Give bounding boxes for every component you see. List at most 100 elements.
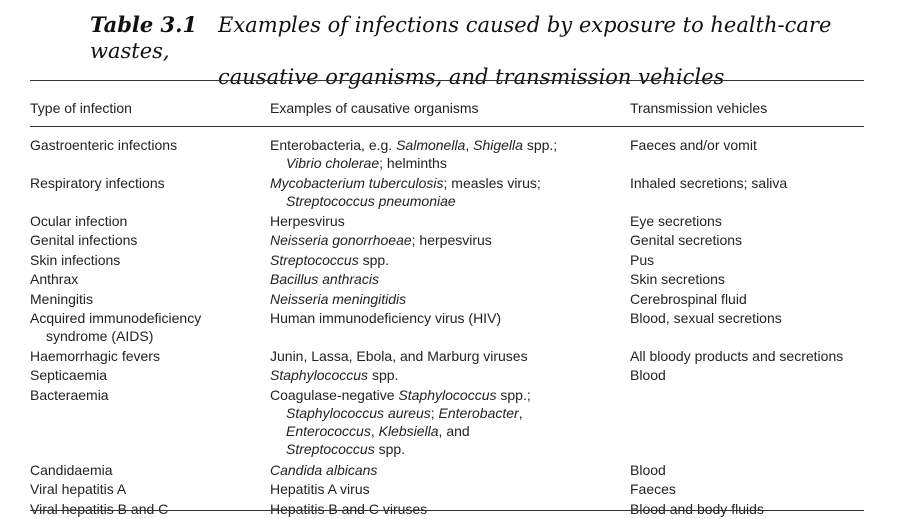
cell-line: Enterococcus, Klebsiella, and [270,422,620,440]
cell-causative-organisms: Neisseria meningitidis [270,290,620,308]
cell-line: Junin, Lassa, Ebola, and Marburg viruses [270,347,620,365]
cell-text: ; herpesvirus [411,232,492,249]
cell-causative-organisms: Streptococcus spp. [270,251,620,269]
cell-line: Neisseria meningitidis [270,290,620,308]
cell-causative-organisms: Mycobacterium tuberculosis; measles viru… [270,174,620,210]
cell-line: Enterobacteria, e.g. Salmonella, Shigell… [270,136,620,154]
cell-causative-organisms: Junin, Lassa, Ebola, and Marburg viruses [270,347,620,365]
organism-name: Vibrio cholerae [286,155,380,171]
cell-text: Cerebrospinal fluid [630,290,747,307]
cell-type-of-infection: Haemorrhagic fevers [30,347,260,365]
organism-name: Enterobacter [438,404,519,421]
organism-name: Staphylococcus [270,367,369,384]
cell-causative-organisms: Herpesvirus [270,212,620,230]
cell-text: Blood [630,367,666,384]
cell-text: Eye secretions [630,212,722,229]
header-transmission-vehicles: Transmission vehicles [630,100,768,116]
cell-text: spp. [374,440,406,457]
cell-text: Gastroenteric infections [30,137,178,153]
organism-name: Neisseria gonorrhoeae [270,232,412,249]
cell-transmission-vehicles: Faeces [630,480,890,498]
cell-line: Herpesvirus [270,212,620,230]
table-caption: Table 3.1 Examples of infections caused b… [90,12,880,90]
cell-text: Enterobacteria, e.g. [270,137,397,153]
cell-transmission-vehicles: Blood, sexual secretions [630,309,890,327]
cell-line: Neisseria gonorrhoeae; herpesvirus [270,231,620,249]
cell-causative-organisms: Coagulase-negative Staphylococcus spp.; S… [270,386,620,458]
cell-text: ; [430,404,439,421]
cell-transmission-vehicles: Blood and body fluids [630,500,890,518]
cell-transmission-vehicles: Pus [630,251,890,269]
cell-text: All bloody products and secretions [630,347,844,364]
organism-name: Streptococcus [286,440,375,457]
cell-type-of-infection: Acquired immunodeficiency syndrome (AIDS) [30,309,260,345]
organism-name: Streptococcus pneumoniae [286,192,456,209]
cell-transmission-vehicles: Inhaled secretions; saliva [630,174,890,192]
cell-text: spp. [358,251,390,268]
cell-type-of-infection: Genital infections [30,231,260,249]
cell-text: Junin, Lassa, Ebola, and Marburg viruses [270,347,528,364]
cell-line: Streptococcus pneumoniae [270,192,620,210]
cell-line: Mycobacterium tuberculosis; measles viru… [270,174,620,192]
cell-transmission-vehicles: Cerebrospinal fluid [630,290,890,308]
cell-transmission-vehicles: Blood [630,366,890,384]
organism-name: Shigella [473,137,523,153]
organism-name: Mycobacterium tuberculosis [270,174,444,191]
cell-line: Coagulase-negative Staphylococcus spp.; [270,386,620,404]
cell-text: Septicaemia [30,367,108,384]
cell-causative-organisms: Hepatitis A virus [270,480,620,498]
cell-text: Skin secretions [630,271,725,288]
cell-line: Hepatitis B and C viruses [270,500,620,518]
cell-line: Streptococcus spp. [270,440,620,458]
cell-line: Bacillus anthracis [270,270,620,288]
organism-name: Bacillus anthracis [270,271,379,288]
cell-transmission-vehicles: Genital secretions [630,231,890,249]
cell-text: , [465,137,474,153]
cell-type-of-infection: Candidaemia [30,461,260,479]
cell-text: Herpesvirus [270,212,345,229]
cell-line: Staphylococcus spp. [270,366,620,384]
cell-transmission-vehicles: Faeces and/or vomit [630,136,890,154]
cell-type-of-infection: Skin infections [30,251,260,269]
cell-text: Human immunodeficiency virus (HIV) [270,310,502,327]
cell-type-of-infection: Septicaemia [30,366,260,384]
cell-text: Pus [630,251,655,268]
cell-line: Staphylococcus aureus; Enterobacter, [270,404,620,422]
cell-text: Blood, sexual secretions [630,310,782,327]
cell-text: Acquired immunodeficiency [30,310,202,327]
cell-text: Faeces and/or vomit [630,137,757,153]
organism-name: Streptococcus [270,251,359,268]
cell-causative-organisms: Candida albicans [270,461,620,479]
cell-text: Anthrax [30,271,79,288]
cell-type-of-infection: Anthrax [30,270,260,288]
cell-transmission-vehicles: Blood [630,461,890,479]
cell-text: Genital infections [30,232,138,249]
organism-name: Staphylococcus aureus [286,404,431,421]
cell-text: syndrome (AIDS) [46,328,154,345]
organism-name: Staphylococcus [398,386,497,403]
cell-line: Candida albicans [270,461,620,479]
cell-causative-organisms: Staphylococcus spp. [270,366,620,384]
cell-text: , [370,422,379,439]
cell-text: Faeces [630,481,676,498]
cell-causative-organisms: Neisseria gonorrhoeae; herpesvirus [270,231,620,249]
cell-text: Respiratory infections [30,174,165,191]
cell-text: ; measles virus; [443,174,541,191]
cell-causative-organisms: Enterobacteria, e.g. Salmonella, Shigell… [270,136,620,172]
cell-text: Hepatitis B and C viruses [270,500,428,517]
top-rule [30,80,864,81]
header-type-of-infection: Type of infection [30,100,132,116]
cell-text: Ocular infection [30,212,128,229]
cell-line: Human immunodeficiency virus (HIV) [270,309,620,327]
cell-text: Inhaled secretions; saliva [630,174,788,191]
cell-text: Hepatitis A virus [270,481,370,498]
bottom-rule [30,510,864,511]
cell-text: , [518,404,523,421]
cell-type-of-infection: Respiratory infections [30,174,260,192]
cell-text: Haemorrhagic fevers [30,347,160,364]
table-label: Table 3.1 [90,12,198,37]
cell-text: Bacteraemia [30,386,109,403]
caption-title-line-2: causative organisms, and transmission ve… [218,65,725,89]
caption-line-1: Table 3.1 Examples of infections caused b… [90,12,880,64]
cell-text: Blood and body fluids [630,500,764,517]
